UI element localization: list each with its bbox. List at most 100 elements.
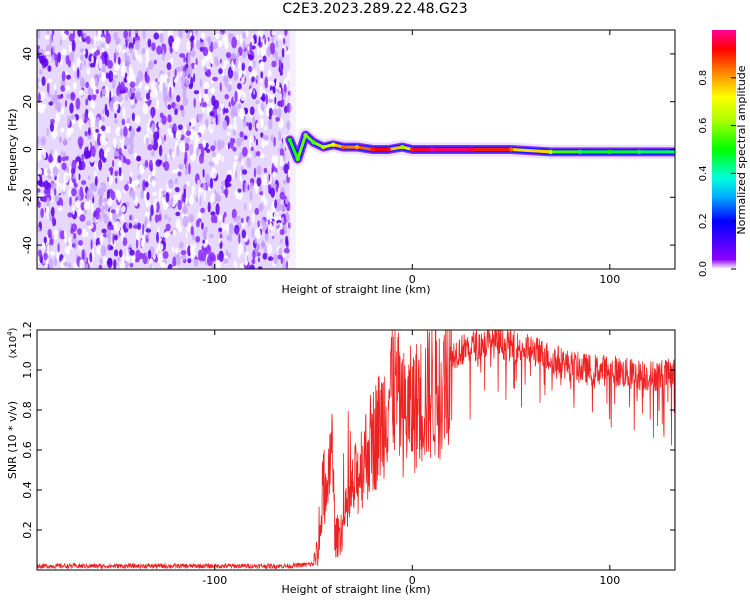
noise-speckle [96,244,102,256]
noise-speckle [95,36,101,42]
noise-speckle [223,60,227,69]
noise-speckle [242,181,245,193]
noise-speckle [85,263,89,269]
noise-speckle [175,66,181,73]
noise-speckle [222,119,228,131]
signal-point [410,147,415,152]
noise-speckle [228,123,233,129]
noise-speckle [158,214,162,222]
noise-speckle [86,190,90,202]
noise-speckle [112,95,117,102]
colorbar-tick-label: 0.2 [698,213,709,229]
noise-speckle [144,159,149,168]
noise-speckle [122,237,128,247]
noise-speckle [61,48,67,56]
noise-speckle [190,225,194,236]
noise-speckle [98,187,101,196]
noise-speckle [235,34,240,41]
y-tick-label: -40 [21,236,34,254]
noise-speckle [113,249,119,257]
y-tick-label: 40 [21,47,34,61]
noise-speckle [129,214,132,221]
noise-speckle [270,81,275,87]
noise-speckle [56,101,62,113]
noise-speckle [72,81,77,90]
noise-speckle [131,254,136,263]
noise-speckle [99,134,106,146]
noise-speckle [84,112,87,125]
noise-speckle [105,72,109,79]
noise-speckle [121,231,124,243]
noise-speckle [249,135,255,143]
noise-speckle [186,40,192,52]
noise-speckle [135,39,140,51]
noise-speckle [167,83,170,92]
noise-speckle [183,201,187,213]
noise-speckle [38,107,45,114]
noise-speckle [188,83,193,90]
noise-speckle [251,76,255,83]
noise-speckle [108,70,114,83]
noise-speckle [174,36,181,47]
noise-speckle [164,153,167,164]
noise-speckle [279,100,285,108]
noise-speckle [225,52,232,59]
noise-speckle [46,197,50,207]
noise-speckle [233,71,239,81]
noise-speckle [87,94,92,101]
noise-speckle [148,159,153,172]
noise-speckle [167,263,174,269]
noise-speckle [127,90,132,98]
noise-speckle [201,58,207,67]
noise-speckle [65,155,69,161]
noise-speckle [101,109,105,115]
noise-speckle [207,201,211,213]
noise-speckle [128,243,132,248]
noise-speckle [197,113,204,119]
noise-speckle [262,174,268,186]
noise-speckle [123,126,128,138]
noise-speckle [63,137,67,146]
noise-speckle [145,74,150,84]
noise-speckle [130,171,133,178]
noise-speckle [167,127,172,135]
noise-speckle [104,54,107,66]
noise-speckle [62,33,67,41]
noise-speckle [112,159,115,168]
noise-speckle [228,32,232,43]
noise-speckle [223,211,227,218]
noise-speckle [203,93,207,100]
noise-speckle [258,203,264,212]
noise-speckle [102,255,106,266]
noise-speckle [153,32,160,40]
noise-speckle [88,127,91,136]
noise-speckle [64,246,71,256]
noise-speckle [129,47,133,54]
noise-speckle [129,68,134,76]
noise-speckle [260,132,264,138]
noise-speckle [85,81,89,89]
noise-speckle [240,90,246,102]
noise-speckle [229,137,234,149]
noise-speckle [218,250,224,262]
noise-speckle [255,228,261,240]
noise-speckle [275,40,279,49]
noise-speckle [224,187,228,198]
noise-speckle [140,239,145,248]
noise-speckle [122,107,126,119]
noise-speckle [73,182,78,188]
noise-speckle [185,68,189,77]
noise-speckle [48,233,52,239]
noise-speckle [198,90,202,102]
noise-speckle [266,209,271,220]
noise-speckle [76,161,80,167]
noise-speckle [171,126,175,134]
noise-speckle [45,188,51,198]
noise-speckle [121,118,126,126]
noise-speckle [53,83,57,90]
noise-speckle [263,197,268,207]
noise-speckle [249,41,253,54]
noise-speckle [266,243,272,255]
y-tick-label: 0.4 [21,481,34,499]
noise-speckle [279,154,284,164]
